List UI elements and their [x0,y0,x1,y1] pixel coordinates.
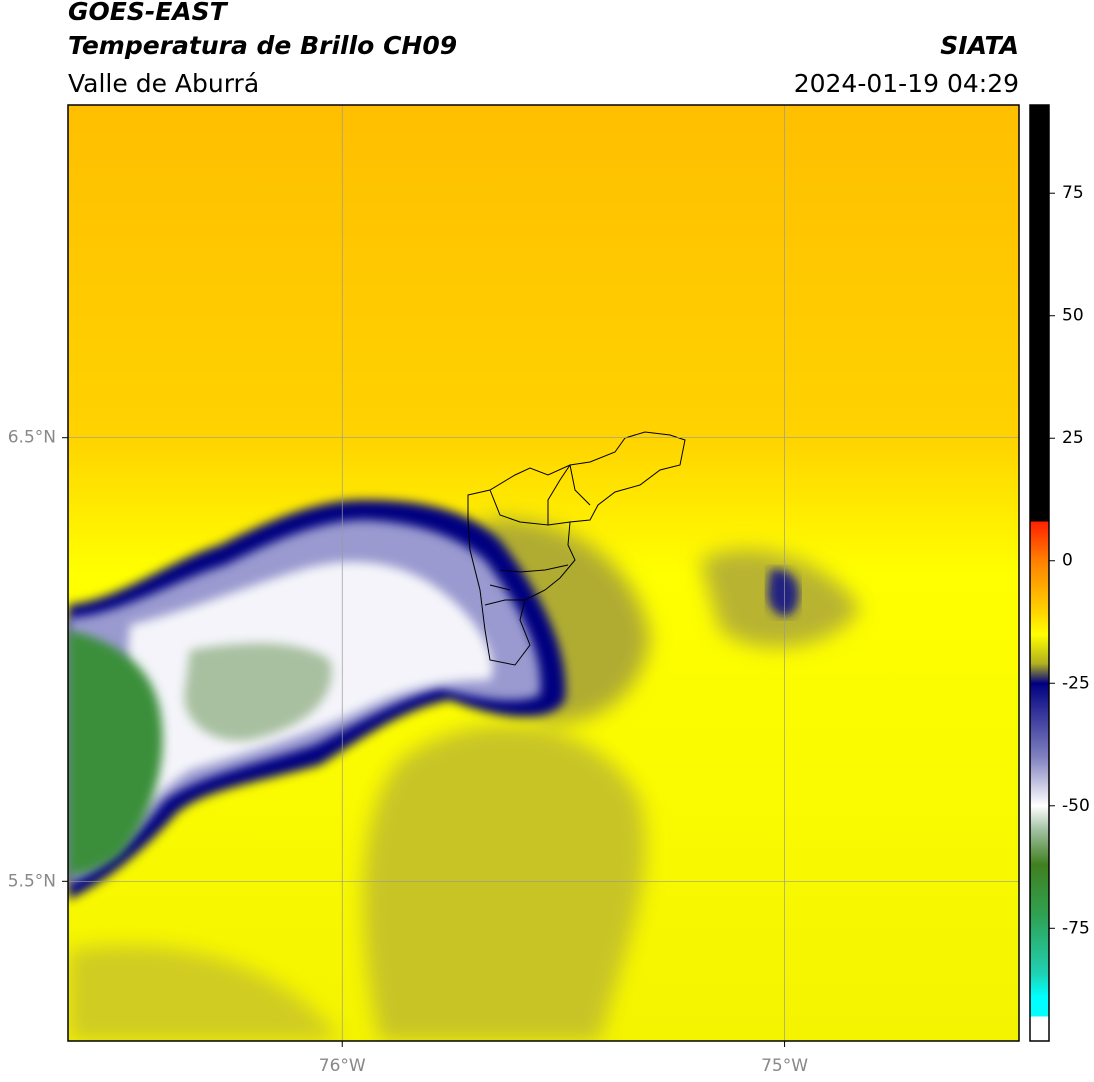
lon-label: 75°W [761,1056,808,1076]
colorbar-label: 50 [1062,306,1084,326]
imagery [68,105,1019,1041]
colorbar [1029,104,1050,1042]
colorbar-label: -75 [1062,918,1090,938]
lat-label: 5.5°N [8,871,56,891]
region: Valle de Aburrá [68,69,259,98]
datetime: 2024-01-19 04:29 [794,69,1019,98]
map-frame [67,104,1020,1042]
title: GOES-EAST [68,0,229,26]
lon-label: 76°W [319,1056,366,1076]
product: Temperatura de Brillo CH09 [68,31,457,60]
colorbar-label: 75 [1062,183,1084,203]
colorbar-label: 0 [1062,551,1073,571]
colorbar-label: -50 [1062,796,1090,816]
colorbar-label: -25 [1062,673,1090,693]
lat-label: 6.5°N [8,428,56,448]
source: SIATA [940,31,1019,60]
colorbar-label: 25 [1062,428,1084,448]
